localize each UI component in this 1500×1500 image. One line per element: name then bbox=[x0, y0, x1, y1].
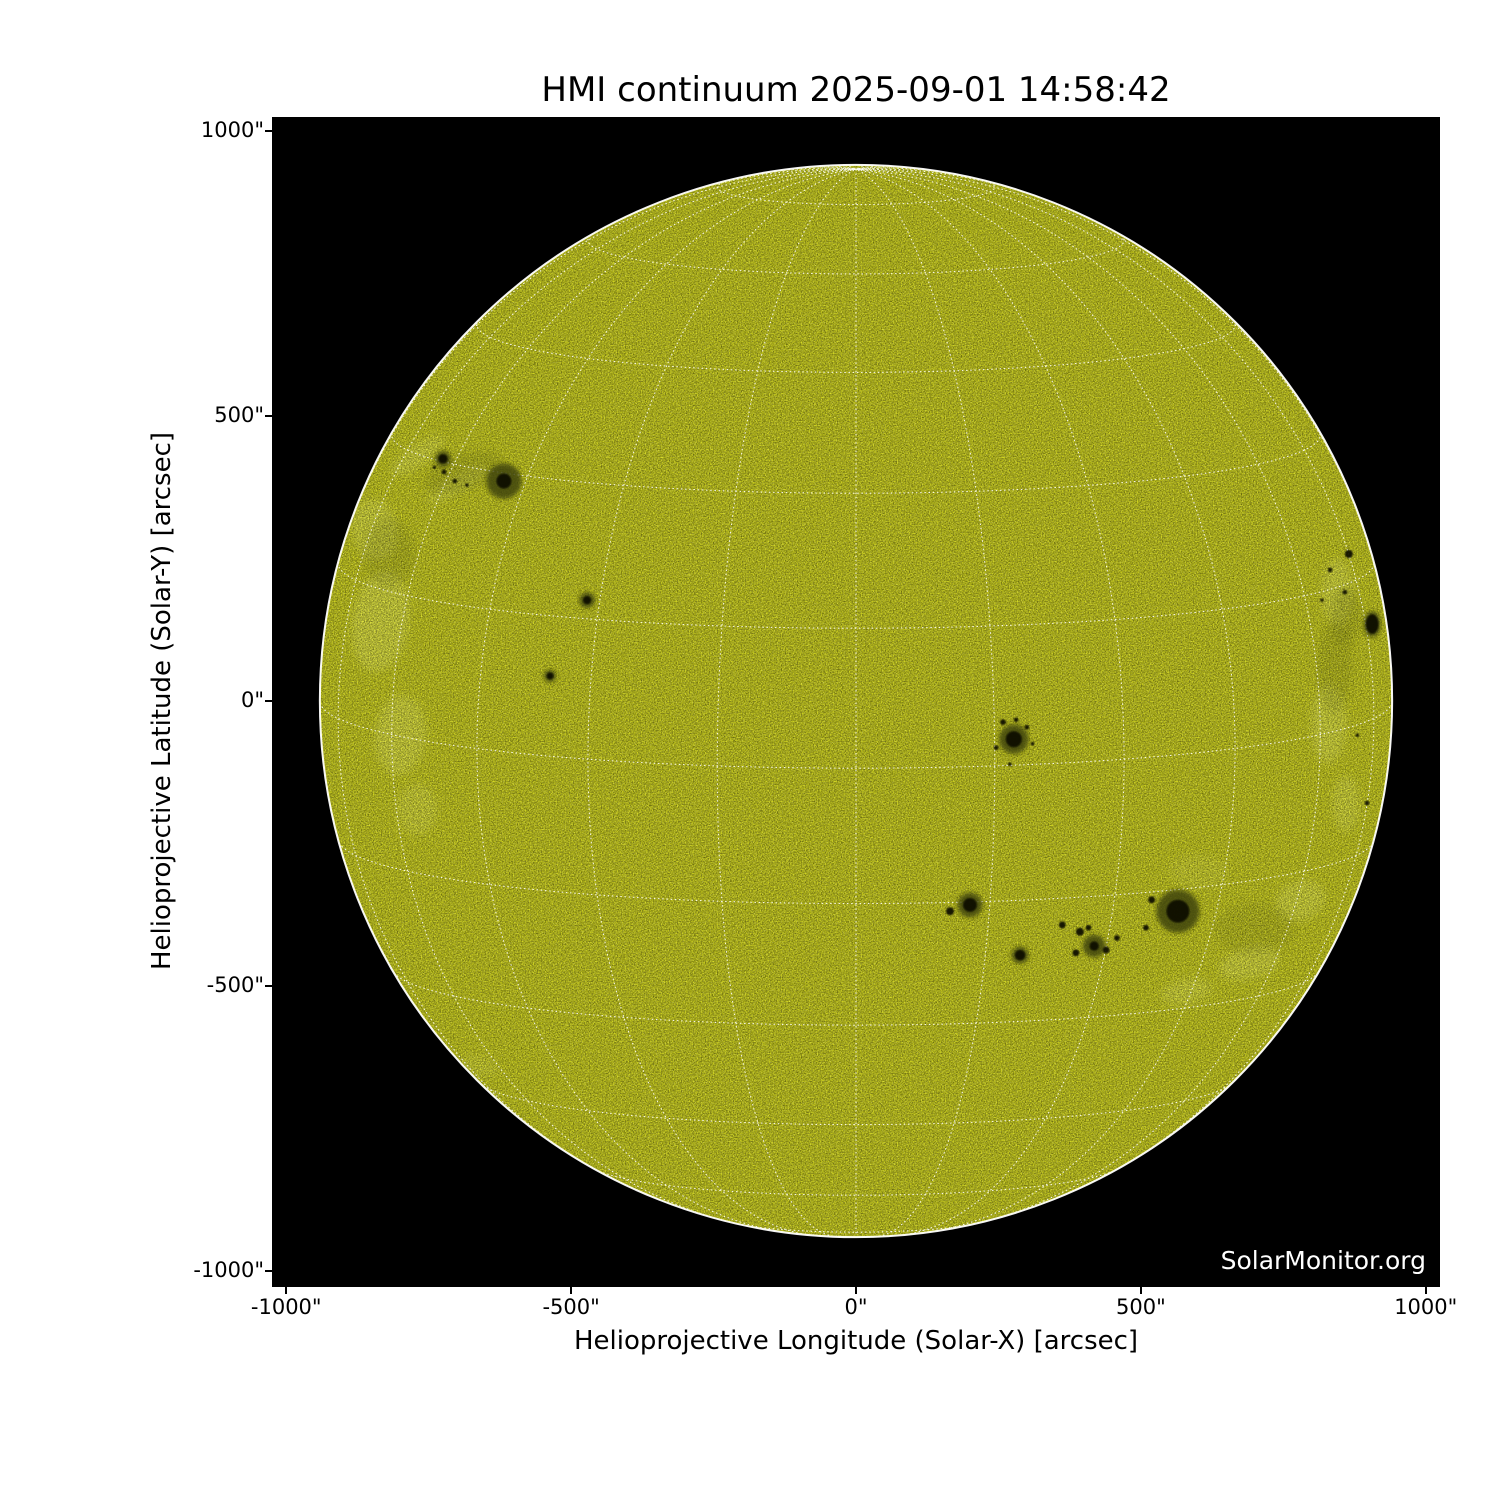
y-tick-label: 1000" bbox=[200, 118, 264, 143]
x-tick-label: 500" bbox=[1116, 1295, 1166, 1319]
sunspot-umbra bbox=[465, 483, 469, 487]
y-tick-mark bbox=[265, 700, 272, 702]
x-tick-label: -1000" bbox=[250, 1295, 322, 1319]
sunspot-umbra bbox=[1148, 896, 1156, 904]
sunspot-umbra bbox=[993, 745, 999, 750]
x-tick-mark bbox=[855, 1287, 857, 1294]
x-tick-mark bbox=[1425, 1287, 1427, 1294]
noise-layer bbox=[320, 165, 1392, 1237]
sunspot-umbra bbox=[452, 478, 458, 484]
sunspot-umbra bbox=[1058, 921, 1066, 929]
sunspot-umbra bbox=[1143, 924, 1149, 931]
sunspot-umbra bbox=[1114, 935, 1120, 941]
solar-disk-svg bbox=[318, 163, 1394, 1239]
y-tick-label: -1000" bbox=[193, 1257, 264, 1282]
sunspot-umbra bbox=[1024, 724, 1030, 730]
sunspot-umbra bbox=[1344, 550, 1353, 558]
x-tick-label: 1000" bbox=[1394, 1295, 1458, 1319]
sunspot-umbra bbox=[1320, 598, 1324, 602]
sunspot-umbra bbox=[963, 898, 977, 912]
sunspot-umbra bbox=[441, 469, 447, 475]
x-tick-label: -500" bbox=[542, 1295, 600, 1319]
sunspot-umbra bbox=[1030, 742, 1035, 746]
sunspot-umbra bbox=[1014, 949, 1026, 961]
sunspot-umbra bbox=[1000, 719, 1006, 725]
y-tick-mark bbox=[265, 985, 272, 987]
y-tick-label: 500" bbox=[214, 403, 264, 428]
plot-area: SolarMonitor.org bbox=[272, 117, 1440, 1287]
heliographic-grid bbox=[320, 165, 1392, 1237]
limb-rim bbox=[318, 163, 1394, 1239]
sunspot-umbra bbox=[1013, 717, 1019, 723]
sunspot-umbra bbox=[1327, 567, 1333, 573]
sunspot-umbra bbox=[438, 454, 448, 464]
sunspot-umbra bbox=[583, 596, 592, 605]
y-tick-mark bbox=[265, 1270, 272, 1272]
x-tick-mark bbox=[285, 1287, 287, 1294]
x-tick-mark bbox=[1140, 1287, 1142, 1294]
sunspot-umbra bbox=[1008, 762, 1012, 766]
sunspot-umbra bbox=[1166, 899, 1190, 923]
sunspot-umbra bbox=[1085, 924, 1092, 931]
sunspot-umbra bbox=[1355, 733, 1360, 737]
sunspot-umbra bbox=[546, 672, 554, 680]
x-tick-mark bbox=[570, 1287, 572, 1294]
sunspot-umbra bbox=[432, 465, 437, 470]
x-axis-label: Helioprojective Longitude (Solar-X) [arc… bbox=[573, 1326, 1139, 1356]
chart-title: HMI continuum 2025-09-01 14:58:42 bbox=[541, 70, 1171, 110]
sunspot-umbra bbox=[1072, 949, 1080, 957]
y-tick-label: -500" bbox=[206, 972, 264, 997]
sunspot-umbra bbox=[946, 907, 954, 916]
sunspot-umbra bbox=[1075, 927, 1084, 936]
sunspot-umbra bbox=[1364, 800, 1370, 806]
sunspot-umbra bbox=[496, 473, 512, 489]
y-tick-mark bbox=[265, 130, 272, 132]
sunspot-umbra bbox=[1102, 946, 1110, 954]
x-tick-label: 0" bbox=[844, 1295, 868, 1319]
sunspot-umbra bbox=[1005, 731, 1022, 748]
y-tick-label: 0" bbox=[240, 688, 264, 712]
y-tick-mark bbox=[265, 415, 272, 417]
sunspot-umbra bbox=[1089, 941, 1099, 951]
sunspot-umbra bbox=[1365, 614, 1379, 634]
watermark: SolarMonitor.org bbox=[1220, 1246, 1426, 1275]
sunspots-layer bbox=[432, 450, 1381, 964]
sunspot-umbra bbox=[1342, 589, 1348, 595]
